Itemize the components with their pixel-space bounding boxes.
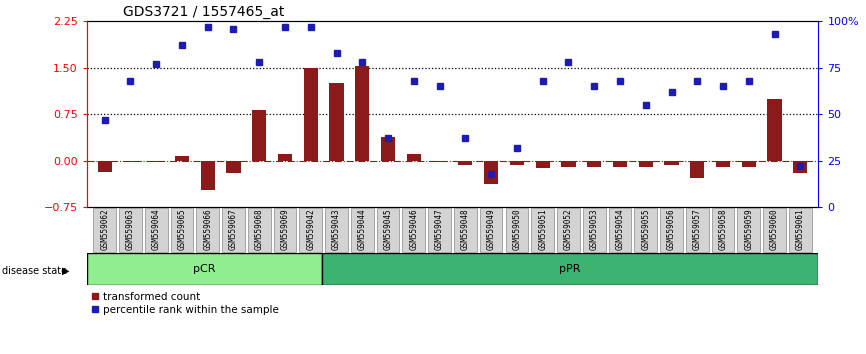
Bar bbox=[690, 161, 704, 178]
Legend: transformed count, percentile rank within the sample: transformed count, percentile rank withi… bbox=[92, 292, 279, 315]
Text: GDS3721 / 1557465_at: GDS3721 / 1557465_at bbox=[123, 5, 285, 19]
Text: GSM559068: GSM559068 bbox=[255, 209, 264, 250]
FancyBboxPatch shape bbox=[532, 209, 554, 252]
Text: GSM559058: GSM559058 bbox=[719, 209, 727, 250]
Text: GSM559045: GSM559045 bbox=[384, 209, 392, 250]
Text: GSM559067: GSM559067 bbox=[229, 209, 238, 250]
Bar bbox=[793, 161, 807, 173]
FancyBboxPatch shape bbox=[351, 209, 373, 252]
Text: GSM559057: GSM559057 bbox=[693, 209, 701, 250]
Text: GSM559063: GSM559063 bbox=[126, 209, 135, 250]
FancyBboxPatch shape bbox=[660, 209, 682, 252]
FancyBboxPatch shape bbox=[763, 209, 786, 252]
Bar bbox=[226, 161, 241, 173]
Bar bbox=[175, 156, 189, 161]
Bar bbox=[664, 161, 679, 165]
Bar bbox=[484, 161, 498, 184]
Bar bbox=[201, 161, 215, 190]
FancyBboxPatch shape bbox=[454, 209, 476, 252]
Bar bbox=[149, 161, 164, 162]
Bar bbox=[123, 161, 138, 162]
FancyBboxPatch shape bbox=[300, 209, 322, 252]
Bar bbox=[613, 161, 627, 167]
FancyBboxPatch shape bbox=[119, 209, 142, 252]
FancyBboxPatch shape bbox=[583, 209, 605, 252]
Text: GSM559043: GSM559043 bbox=[332, 209, 341, 250]
Text: GSM559052: GSM559052 bbox=[564, 209, 573, 250]
FancyBboxPatch shape bbox=[197, 209, 219, 252]
Text: GSM559054: GSM559054 bbox=[616, 209, 624, 250]
Bar bbox=[87, 253, 322, 285]
Bar bbox=[278, 154, 292, 161]
Text: GSM559066: GSM559066 bbox=[204, 209, 212, 250]
Bar bbox=[458, 161, 473, 165]
FancyBboxPatch shape bbox=[248, 209, 270, 252]
Bar bbox=[716, 161, 730, 167]
FancyBboxPatch shape bbox=[686, 209, 708, 252]
Text: disease state: disease state bbox=[2, 266, 67, 276]
Text: pPR: pPR bbox=[559, 264, 581, 274]
FancyBboxPatch shape bbox=[377, 209, 399, 252]
FancyBboxPatch shape bbox=[712, 209, 734, 252]
Bar bbox=[561, 161, 576, 167]
Text: GSM559053: GSM559053 bbox=[590, 209, 598, 250]
Bar bbox=[407, 154, 421, 161]
Text: GSM559055: GSM559055 bbox=[641, 209, 650, 250]
FancyBboxPatch shape bbox=[326, 209, 348, 252]
Text: GSM559047: GSM559047 bbox=[435, 209, 444, 250]
Bar bbox=[381, 137, 395, 161]
FancyBboxPatch shape bbox=[738, 209, 760, 252]
Text: GSM559059: GSM559059 bbox=[744, 209, 753, 250]
Text: GSM559064: GSM559064 bbox=[152, 209, 161, 250]
FancyBboxPatch shape bbox=[480, 209, 502, 252]
Bar bbox=[322, 253, 818, 285]
Text: GSM559065: GSM559065 bbox=[178, 209, 186, 250]
Text: GSM559062: GSM559062 bbox=[100, 209, 109, 250]
Bar bbox=[98, 161, 112, 172]
FancyBboxPatch shape bbox=[403, 209, 425, 252]
Bar bbox=[587, 161, 601, 167]
Text: GSM559048: GSM559048 bbox=[461, 209, 470, 250]
FancyBboxPatch shape bbox=[223, 209, 245, 252]
FancyBboxPatch shape bbox=[171, 209, 193, 252]
Text: GSM559049: GSM559049 bbox=[487, 209, 495, 250]
Bar bbox=[304, 68, 318, 161]
Text: GSM559044: GSM559044 bbox=[358, 209, 367, 250]
Bar bbox=[252, 110, 267, 161]
Text: GSM559060: GSM559060 bbox=[770, 209, 779, 250]
Text: GSM559050: GSM559050 bbox=[513, 209, 521, 250]
FancyBboxPatch shape bbox=[557, 209, 579, 252]
Bar bbox=[535, 161, 550, 168]
Bar bbox=[767, 99, 782, 161]
FancyBboxPatch shape bbox=[506, 209, 528, 252]
Text: GSM559046: GSM559046 bbox=[410, 209, 418, 250]
Bar bbox=[355, 67, 370, 161]
Text: GSM559056: GSM559056 bbox=[667, 209, 676, 250]
Text: GSM559069: GSM559069 bbox=[281, 209, 289, 250]
Bar bbox=[741, 161, 756, 167]
Text: GSM559051: GSM559051 bbox=[538, 209, 547, 250]
Bar bbox=[432, 161, 447, 162]
FancyBboxPatch shape bbox=[145, 209, 167, 252]
FancyBboxPatch shape bbox=[609, 209, 631, 252]
FancyBboxPatch shape bbox=[94, 209, 116, 252]
Bar bbox=[638, 161, 653, 167]
Bar bbox=[329, 83, 344, 161]
FancyBboxPatch shape bbox=[635, 209, 657, 252]
Text: GSM559042: GSM559042 bbox=[307, 209, 315, 250]
Bar bbox=[510, 161, 524, 165]
Text: pCR: pCR bbox=[193, 264, 216, 274]
FancyBboxPatch shape bbox=[429, 209, 451, 252]
Text: GSM559061: GSM559061 bbox=[796, 209, 805, 250]
FancyBboxPatch shape bbox=[274, 209, 296, 252]
FancyBboxPatch shape bbox=[789, 209, 811, 252]
Text: ▶: ▶ bbox=[62, 266, 70, 276]
